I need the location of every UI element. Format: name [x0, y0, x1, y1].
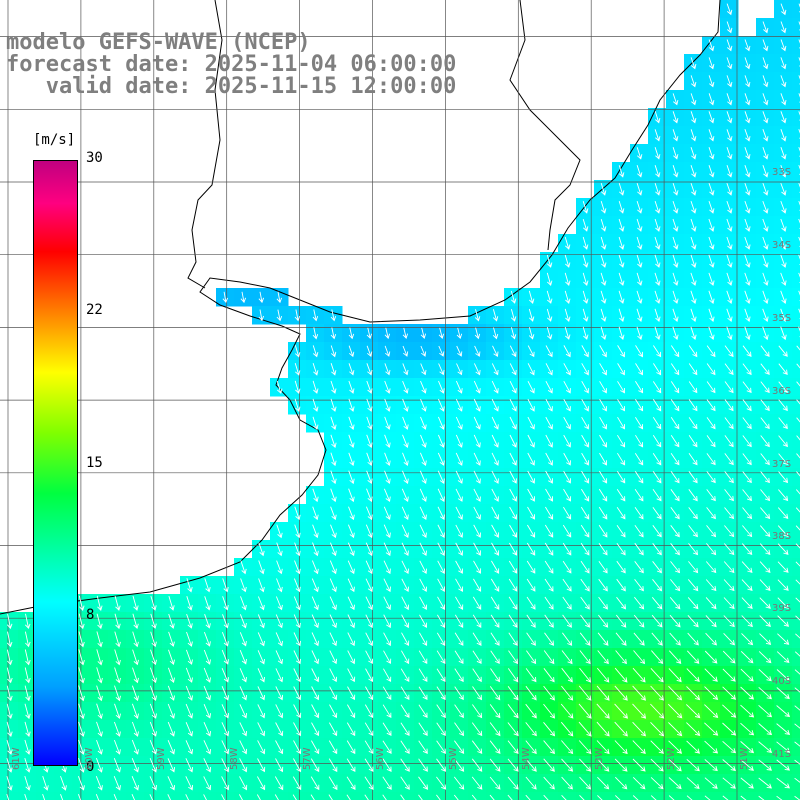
- lon-label-52w: 52W: [666, 747, 677, 770]
- colorbar-tick-30: 30: [86, 150, 103, 166]
- model-title: modelo GEFS-WAVE (NCEP): [6, 30, 311, 55]
- colorbar-tick-22: 22: [86, 302, 103, 318]
- lon-label-59w: 59W: [156, 747, 167, 770]
- valid-date: valid date: 2025-11-15 12:00:00: [6, 74, 457, 99]
- colorbar-tick-0: 0: [86, 759, 95, 775]
- coastline: [0, 0, 721, 615]
- lat-label-39s: 39S: [772, 603, 792, 614]
- lon-label-57w: 57W: [302, 747, 313, 770]
- lat-label-35s: 35S: [772, 313, 792, 324]
- lat-label-37s: 37S: [772, 459, 792, 470]
- lon-label-60w: 60W: [84, 747, 95, 770]
- lat-label-41s: 41S: [772, 749, 792, 760]
- wind-arrows: [6, 3, 800, 800]
- lon-label-58w: 58W: [229, 747, 240, 770]
- lat-label-38s: 38S: [772, 531, 792, 542]
- lat-label-34s: 34S: [772, 240, 792, 251]
- lon-label-54w: 54W: [521, 747, 532, 770]
- uruguay-river: [187, 0, 223, 289]
- country-border: [509, 0, 581, 251]
- colorbar-scale: [33, 160, 78, 766]
- lon-label-61w: 61W: [11, 747, 22, 770]
- lat-label-40s: 40S: [772, 676, 792, 687]
- lat-label-33s: 33S: [772, 167, 792, 178]
- lat-label-36s: 36S: [772, 386, 792, 397]
- lon-label-56w: 56W: [375, 747, 386, 770]
- forecast-date: forecast date: 2025-11-04 06:00:00: [6, 52, 457, 77]
- lon-label-53w: 53W: [594, 747, 605, 770]
- colorbar-tick-15: 15: [86, 455, 103, 471]
- colorbar-tick-8: 8: [86, 607, 95, 623]
- lon-label-51w: 51W: [739, 747, 750, 770]
- colorbar-unit: [m/s]: [33, 132, 76, 148]
- lon-label-55w: 55W: [448, 747, 459, 770]
